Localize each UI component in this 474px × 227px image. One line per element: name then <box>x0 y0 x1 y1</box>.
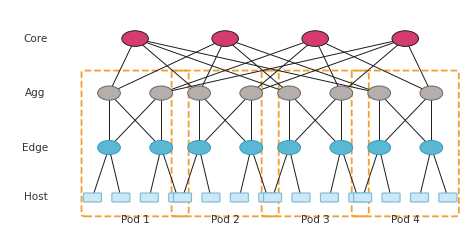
Ellipse shape <box>392 31 419 46</box>
Ellipse shape <box>330 141 353 155</box>
Ellipse shape <box>278 141 301 155</box>
FancyBboxPatch shape <box>382 193 400 202</box>
Text: Pod 3: Pod 3 <box>301 215 329 225</box>
FancyBboxPatch shape <box>259 193 277 202</box>
Ellipse shape <box>150 141 173 155</box>
FancyBboxPatch shape <box>292 193 310 202</box>
Ellipse shape <box>188 141 210 155</box>
FancyBboxPatch shape <box>320 193 338 202</box>
FancyBboxPatch shape <box>439 193 457 202</box>
Text: Core: Core <box>23 34 48 44</box>
Text: Pod 1: Pod 1 <box>121 215 149 225</box>
Ellipse shape <box>240 141 263 155</box>
Ellipse shape <box>188 86 210 100</box>
FancyBboxPatch shape <box>169 193 187 202</box>
FancyBboxPatch shape <box>264 193 282 202</box>
FancyBboxPatch shape <box>112 193 130 202</box>
Ellipse shape <box>302 31 328 46</box>
Ellipse shape <box>98 141 120 155</box>
FancyBboxPatch shape <box>83 193 101 202</box>
Ellipse shape <box>98 86 120 100</box>
Ellipse shape <box>150 86 173 100</box>
FancyBboxPatch shape <box>354 193 372 202</box>
Text: Pod 2: Pod 2 <box>211 215 239 225</box>
FancyBboxPatch shape <box>410 193 428 202</box>
Ellipse shape <box>420 86 443 100</box>
Ellipse shape <box>122 31 148 46</box>
FancyBboxPatch shape <box>230 193 248 202</box>
Ellipse shape <box>330 86 353 100</box>
Text: Agg: Agg <box>26 88 46 98</box>
FancyBboxPatch shape <box>173 193 191 202</box>
Ellipse shape <box>420 141 443 155</box>
Text: Host: Host <box>24 192 47 202</box>
FancyBboxPatch shape <box>202 193 220 202</box>
FancyBboxPatch shape <box>140 193 158 202</box>
Ellipse shape <box>368 86 391 100</box>
FancyBboxPatch shape <box>349 193 367 202</box>
Ellipse shape <box>368 141 391 155</box>
Text: Edge: Edge <box>22 143 49 153</box>
Ellipse shape <box>240 86 263 100</box>
Text: Pod 4: Pod 4 <box>391 215 419 225</box>
Ellipse shape <box>212 31 238 46</box>
Ellipse shape <box>278 86 301 100</box>
